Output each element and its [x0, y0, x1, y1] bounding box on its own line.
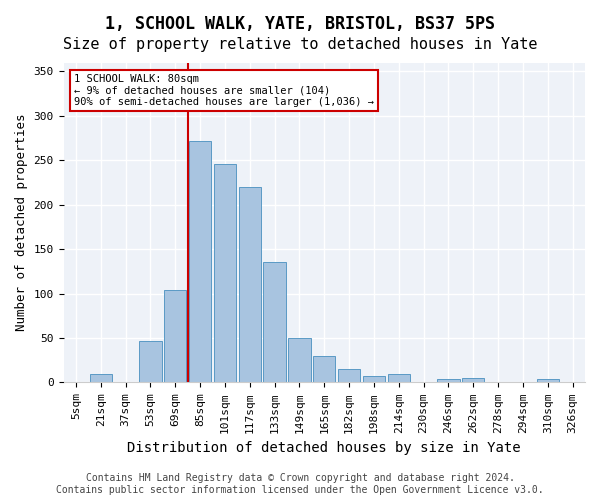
Bar [338, 369, 360, 382]
Bar [214, 164, 236, 382]
Text: Size of property relative to detached houses in Yate: Size of property relative to detached ho… [63, 38, 537, 52]
Bar [313, 356, 335, 382]
Bar [288, 338, 311, 382]
Y-axis label: Number of detached properties: Number of detached properties [15, 114, 28, 331]
Bar [536, 379, 559, 382]
Bar [263, 262, 286, 382]
Text: Contains HM Land Registry data © Crown copyright and database right 2024.
Contai: Contains HM Land Registry data © Crown c… [56, 474, 544, 495]
Bar [139, 340, 161, 382]
X-axis label: Distribution of detached houses by size in Yate: Distribution of detached houses by size … [127, 441, 521, 455]
Text: 1 SCHOOL WALK: 80sqm
← 9% of detached houses are smaller (104)
90% of semi-detac: 1 SCHOOL WALK: 80sqm ← 9% of detached ho… [74, 74, 374, 107]
Text: 1, SCHOOL WALK, YATE, BRISTOL, BS37 5PS: 1, SCHOOL WALK, YATE, BRISTOL, BS37 5PS [105, 15, 495, 33]
Bar [437, 379, 460, 382]
Bar [388, 374, 410, 382]
Bar [89, 374, 112, 382]
Bar [239, 187, 261, 382]
Bar [462, 378, 484, 382]
Bar [164, 290, 187, 382]
Bar [363, 376, 385, 382]
Bar [189, 140, 211, 382]
